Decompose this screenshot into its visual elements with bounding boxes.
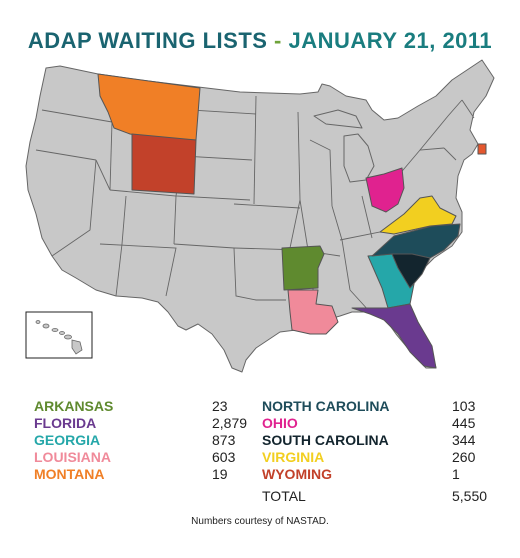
state-ohio <box>365 167 405 213</box>
state-louisiana <box>287 289 339 335</box>
legend-count: 103 <box>452 398 476 414</box>
legend-item-virginia: VIRGINIA 260 <box>262 449 475 466</box>
legend-count: 260 <box>452 449 476 465</box>
source-credit: Numbers courtesy of NASTAD. <box>191 516 329 527</box>
total-value: 5,550 <box>452 488 488 504</box>
legend-state-label: GEORGIA <box>34 432 101 448</box>
legend-item-arkansas: ARKANSAS 23 <box>34 398 228 415</box>
us-map <box>25 59 495 373</box>
legend-item-florida: FLORIDA 2,879 <box>34 415 247 432</box>
state-florida <box>351 303 437 369</box>
michigan-upper-peninsula <box>313 109 363 129</box>
legend-item-georgia: GEORGIA 873 <box>34 432 235 449</box>
legend-item-wyoming: WYOMING 1 <box>262 466 460 483</box>
legend-item-louisiana: LOUISIANA 603 <box>34 449 235 466</box>
legend-item-north-carolina: NORTH CAROLINA 103 <box>262 398 475 415</box>
legend-state-label: ARKANSAS <box>34 398 114 414</box>
state-arkansas <box>281 245 325 291</box>
title-separator: - <box>267 28 289 53</box>
legend-state-label: OHIO <box>262 415 298 431</box>
legend-state-label: MONTANA <box>34 466 105 482</box>
legend-state-label: WYOMING <box>262 466 332 482</box>
legend-count: 1 <box>452 466 460 482</box>
state-south-carolina <box>391 253 431 289</box>
state-rhode-island <box>477 143 487 155</box>
total-label: TOTAL <box>262 488 306 504</box>
legend-count: 603 <box>212 449 236 465</box>
state-montana <box>97 73 201 141</box>
legend-count: 873 <box>212 432 236 448</box>
title-main: ADAP WAITING LISTS <box>27 28 268 53</box>
legend-count: 445 <box>452 415 476 431</box>
highlighted-states <box>97 73 487 369</box>
legend-count: 19 <box>212 466 228 482</box>
title-date: JANUARY 21, 2011 <box>288 28 493 53</box>
legend-item-south-carolina: SOUTH CAROLINA 344 <box>262 432 475 449</box>
state-wyoming <box>131 133 197 195</box>
legend-state-label: VIRGINIA <box>262 449 325 465</box>
legend-state-label: FLORIDA <box>34 415 97 431</box>
legend-count: 23 <box>212 398 228 414</box>
legend-state-label: SOUTH CAROLINA <box>262 432 389 448</box>
legend-count: 344 <box>452 432 476 448</box>
legend-count: 2,879 <box>212 415 248 431</box>
legend-item-ohio: OHIO 445 <box>262 415 475 432</box>
michigan-lower-peninsula <box>343 133 375 183</box>
hawaii-inset <box>25 311 93 359</box>
legend-state-label: NORTH CAROLINA <box>262 398 390 414</box>
map-title: ADAP WAITING LISTS - JANUARY 21, 2011 <box>0 28 520 54</box>
legend-item-montana: MONTANA 19 <box>34 466 228 483</box>
state-virginia <box>379 195 457 235</box>
legend-state-label: LOUISIANA <box>34 449 111 465</box>
